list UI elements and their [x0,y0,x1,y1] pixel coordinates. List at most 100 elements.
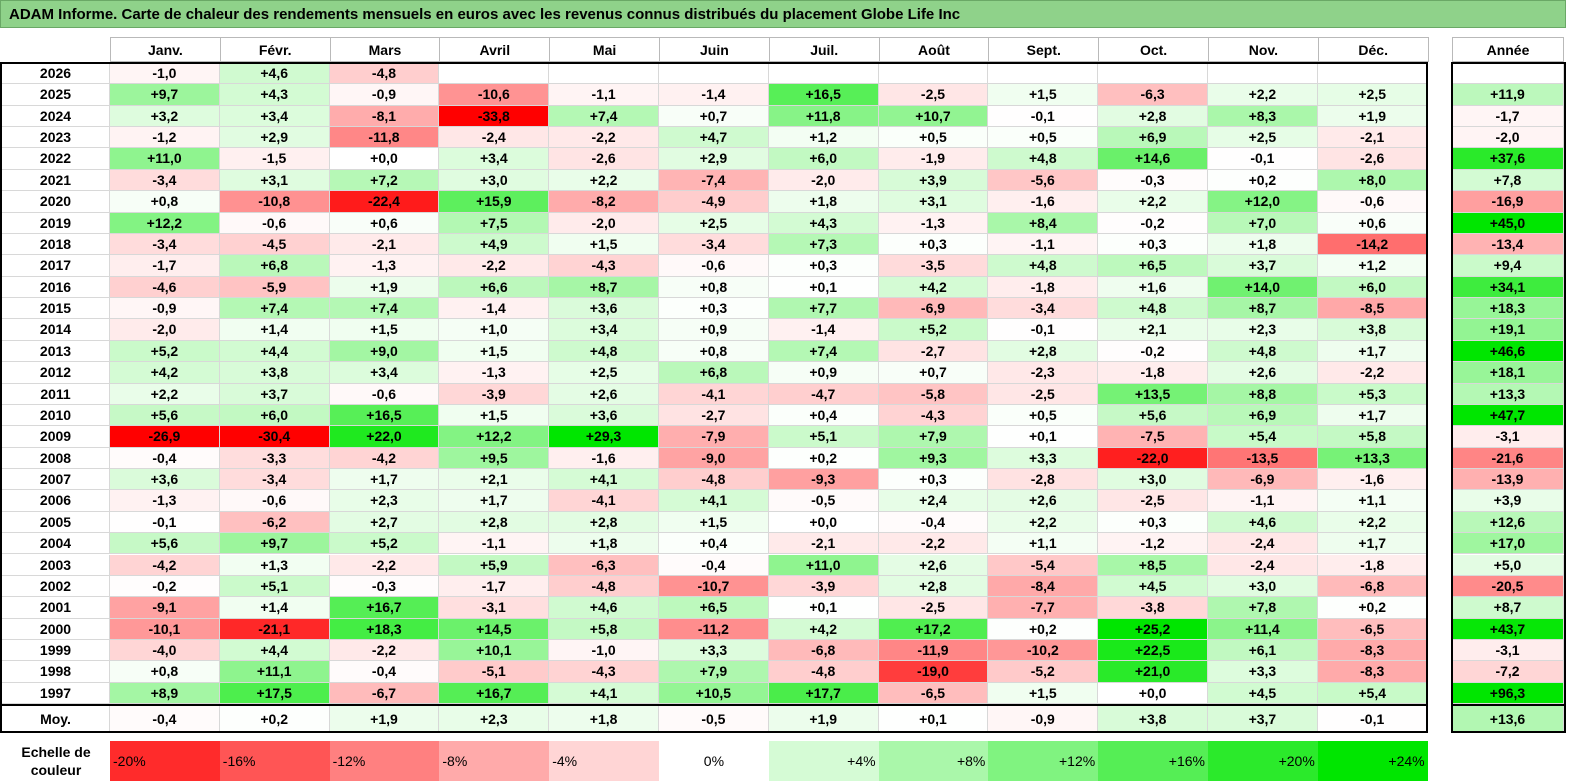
year-label: 2014 [2,319,110,341]
annual-cell: -16,9 [1452,191,1564,213]
heatmap-cell: -1,7 [439,575,550,598]
heatmap-cell: +2,2 [1208,84,1318,106]
heatmap-cell: +7,4 [329,298,440,320]
annual-cell: +5,0 [1452,554,1564,576]
heatmap-cell: -5,8 [878,383,989,405]
heatmap-cell: +7,9 [878,426,989,448]
month-header: Juil. [768,37,880,62]
heatmap-cell: +1,9 [1317,105,1428,128]
heatmap-cell: +0,3 [1098,233,1208,256]
heatmap-cell: +2,5 [1317,84,1428,106]
year-label: 2002 [2,575,110,598]
heatmap-cell: +3,6 [110,469,220,491]
heatmap-cell: +12,0 [1208,191,1318,213]
heatmap-cell: +1,2 [768,127,879,149]
heatmap-cell: -1,1 [1208,490,1318,512]
heatmap-cell: -19,0 [878,661,989,683]
heatmap-cell: +4,2 [768,618,879,640]
heatmap-cell: +2,8 [439,511,550,534]
heatmap-cell: -22,4 [329,191,440,213]
year-label: 2020 [2,191,110,213]
average-cell: -0,1 [1317,706,1428,732]
heatmap-cell: +6,0 [768,148,879,170]
heatmap-cell: +0,5 [988,404,1099,427]
heatmap-cell: +1,7 [1317,340,1428,363]
heatmap-cell: -8,1 [329,105,440,128]
heatmap-cell: -3,1 [439,597,550,619]
heatmap-cell: -1,4 [439,298,550,320]
heatmap-cell: +16,5 [329,404,440,427]
heatmap-cell: -0,6 [659,255,769,277]
year-label: 1997 [2,682,110,705]
heatmap-cell: +4,8 [549,340,659,363]
heatmap-cell: -6,8 [1317,575,1428,598]
heatmap-cell: -1,7 [110,255,220,277]
year-label: 2024 [2,105,110,128]
heatmap-cell: +5,4 [1317,682,1428,705]
heatmap-cell: -2,5 [878,597,989,619]
heatmap-cell: +4,8 [988,148,1099,170]
heatmap-cell: -3,4 [219,469,330,491]
heatmap-cell: -2,0 [768,169,879,192]
heatmap-cell: -1,3 [878,212,989,234]
heatmap-cell: +6,6 [439,276,550,299]
heatmap-cell: +4,2 [110,362,220,384]
heatmap-cell: +0,1 [988,426,1099,448]
heatmap-cell [878,63,989,85]
heatmap-cell: +8,7 [549,276,659,299]
heatmap-cell: -11,2 [659,618,769,640]
heatmap-cell: +2,4 [878,490,989,512]
heatmap-cell: +0,3 [768,255,879,277]
heatmap-cell: +0,7 [659,105,769,128]
heatmap-cell: -3,4 [659,233,769,256]
heatmap-cell: +16,7 [329,597,440,619]
heatmap-cell: -8,4 [988,575,1099,598]
heatmap-cell: +2,9 [219,127,330,149]
year-label: 2013 [2,340,110,363]
annual-cell: +96,3 [1452,682,1564,705]
annual-cell: +34,1 [1452,276,1564,299]
heatmap-cell: +2,2 [988,511,1099,534]
heatmap-cell: -1,2 [1098,533,1208,555]
heatmap-cell: -4,3 [878,404,989,427]
heatmap-cell: -0,3 [329,575,440,598]
heatmap-cell [1317,63,1428,85]
average-annual-cell: +13,6 [1452,706,1564,732]
annual-cell: +8,7 [1452,597,1564,619]
heatmap-cell: +4,6 [219,63,330,85]
heatmap-cell: -4,8 [659,469,769,491]
heatmap-cell: +1,0 [439,319,550,341]
legend-swatch: -4% [549,741,659,781]
heatmap-cell: -2,1 [768,533,879,555]
year-label: 2022 [2,148,110,170]
heatmap-cell: -1,4 [768,319,879,341]
heatmap-cell: -2,4 [1208,533,1318,555]
heatmap-cell: +4,4 [219,639,330,662]
annual-cell: +13,3 [1452,383,1564,405]
heatmap-cell: +3,2 [110,105,220,128]
heatmap-cell: -0,4 [329,661,440,683]
average-label: Moy. [2,706,110,732]
heatmap-cell: -9,1 [110,597,220,619]
heatmap-cell: +14,5 [439,618,550,640]
heatmap-cell: +1,2 [1317,255,1428,277]
heatmap-cell: -4,1 [659,383,769,405]
heatmap-cell: +0,6 [1317,212,1428,234]
heatmap-cell: -6,5 [878,682,989,705]
legend-swatch: +4% [768,741,879,781]
heatmap-cell: +15,9 [439,191,550,213]
year-label: 2019 [2,212,110,234]
heatmap-cell: -26,9 [110,426,220,448]
annual-cell: +7,8 [1452,169,1564,192]
heatmap-cell: -0,3 [1098,169,1208,192]
heatmap-cell: +1,5 [549,233,659,256]
heatmap-cell: +2,2 [1098,191,1208,213]
heatmap-cell: +0,0 [768,511,879,534]
heatmap-cell: +10,1 [439,639,550,662]
heatmap-cell: +3,4 [549,319,659,341]
heatmap-cell: -2,5 [1098,490,1208,512]
heatmap-cell: -6,5 [1317,618,1428,640]
heatmap-cell: -2,2 [878,533,989,555]
heatmap-cell [768,63,879,85]
heatmap-cell: +29,3 [549,426,659,448]
